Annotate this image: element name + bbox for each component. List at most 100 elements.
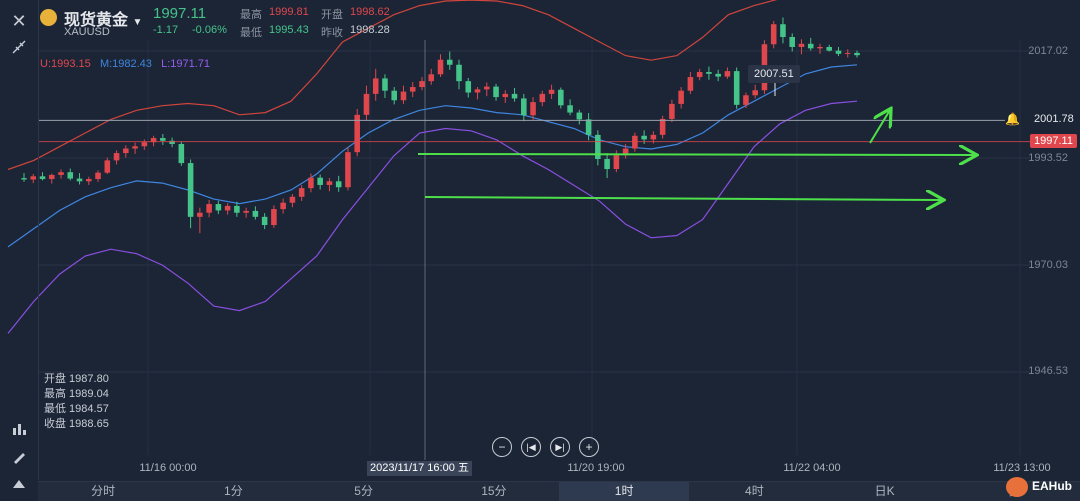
candle-body bbox=[780, 24, 786, 37]
alert-price-tag: 2001.78 bbox=[1030, 112, 1078, 126]
candle-body bbox=[789, 36, 795, 47]
candle-body bbox=[641, 135, 647, 140]
candle-body bbox=[706, 72, 712, 74]
candle-body bbox=[400, 91, 407, 101]
tab-timeframe[interactable]: 日K bbox=[874, 484, 895, 498]
candle-body bbox=[669, 103, 675, 119]
candle-body bbox=[409, 87, 416, 92]
candle-body bbox=[502, 93, 509, 98]
candle-body bbox=[678, 90, 684, 104]
symbol-header: 现货黄金 ▼ XAUUSD 1997.11 -1.17 -0.06% 最高 19… bbox=[40, 4, 460, 44]
zoom-in-button[interactable]: + bbox=[579, 437, 599, 457]
candle-body bbox=[733, 71, 740, 105]
candle-body bbox=[243, 210, 249, 213]
dropdown-arrow-icon: ▼ bbox=[132, 17, 143, 28]
candle-body bbox=[854, 52, 860, 56]
candle-body bbox=[687, 77, 694, 91]
candle-body bbox=[724, 71, 731, 77]
indicator-button[interactable] bbox=[6, 416, 32, 442]
up-arrow bbox=[869, 110, 890, 144]
tab-timeframe[interactable]: 15分 bbox=[481, 484, 507, 498]
candle-body bbox=[659, 118, 666, 135]
high-value: 1999.81 bbox=[269, 6, 309, 18]
candle-body bbox=[141, 142, 148, 147]
tab-timeframe[interactable]: 5分 bbox=[354, 484, 373, 498]
close-icon: ✕ bbox=[11, 10, 27, 31]
x-tick-label: 11/22 04:00 bbox=[783, 462, 841, 474]
candle-body bbox=[30, 176, 37, 180]
support-line bbox=[424, 197, 942, 200]
candle-body bbox=[521, 98, 527, 116]
candle-body bbox=[715, 73, 721, 77]
candle-body bbox=[632, 135, 638, 149]
candle-body bbox=[261, 216, 268, 226]
candle-body bbox=[576, 112, 583, 120]
close-button[interactable]: ✕ bbox=[6, 8, 32, 34]
gold-icon bbox=[40, 9, 57, 26]
zoom-in-icon: + bbox=[585, 440, 593, 454]
open-label: 开盘 bbox=[321, 9, 343, 21]
candle-body bbox=[484, 86, 490, 90]
candle-body bbox=[308, 177, 314, 189]
candle-body bbox=[197, 212, 203, 217]
candle-body bbox=[419, 81, 425, 88]
bollinger-legend: U:1993.15 M:1982.43 L:1971.71 bbox=[40, 58, 210, 70]
candle-body bbox=[428, 74, 435, 82]
tab-timeframe-active[interactable]: 1时 bbox=[559, 482, 690, 501]
candle-body bbox=[113, 153, 120, 161]
candle-body bbox=[39, 176, 46, 180]
symbol-name: 现货黄金 bbox=[64, 12, 129, 29]
layout-button[interactable] bbox=[6, 473, 32, 493]
drawing-tool-button[interactable] bbox=[6, 34, 32, 60]
candle-body bbox=[817, 46, 823, 49]
y-tick-label: 2017.02 bbox=[1028, 45, 1068, 57]
price-change-pct: -0.06% bbox=[192, 24, 227, 36]
symbol-selector[interactable]: 现货黄金 ▼ bbox=[64, 6, 142, 30]
candle-body bbox=[21, 178, 27, 180]
high-label: 最高 bbox=[240, 9, 262, 21]
candle-body bbox=[215, 204, 222, 211]
candle-body bbox=[363, 93, 370, 115]
drawing-tool-icon bbox=[12, 40, 26, 54]
prev-button[interactable]: |◀ bbox=[521, 437, 541, 457]
symbol-code: XAUUSD bbox=[64, 26, 110, 38]
watermark-logo bbox=[1006, 477, 1028, 497]
candle-body bbox=[622, 148, 629, 156]
boll-upper: U:1993.15 bbox=[40, 58, 91, 70]
resistance-line bbox=[417, 154, 975, 155]
candle-body bbox=[86, 179, 92, 182]
candle-body bbox=[187, 163, 194, 217]
candle-body bbox=[446, 59, 453, 65]
candle-body bbox=[252, 210, 259, 217]
x-tick-label: 11/23 13:00 bbox=[993, 462, 1051, 474]
zoom-out-button[interactable]: − bbox=[492, 437, 512, 457]
tab-timeframe[interactable]: 分时 bbox=[91, 484, 116, 498]
prev-icon: |◀ bbox=[526, 441, 536, 452]
candle-body bbox=[326, 181, 333, 185]
candle-body bbox=[558, 89, 564, 106]
candle-body bbox=[530, 102, 536, 116]
candle-body bbox=[826, 46, 833, 51]
candle-body bbox=[567, 105, 573, 113]
bollinger-m-line bbox=[7, 64, 858, 248]
ohlc-low: 最低 1984.57 bbox=[44, 403, 109, 415]
timeframe-tabs: 分时 1分 5分 15分 1时 4时 日K 更 bbox=[38, 481, 1080, 501]
candle-body bbox=[160, 138, 166, 141]
tab-timeframe[interactable]: 4时 bbox=[745, 484, 764, 498]
candle-body bbox=[539, 93, 546, 103]
peak-label: 2007.51 bbox=[748, 65, 800, 83]
candle-body bbox=[595, 134, 601, 160]
x-tick-label: 11/20 19:00 bbox=[567, 462, 625, 474]
candle-body bbox=[391, 90, 397, 101]
ohlc-open: 开盘 1987.80 bbox=[44, 373, 109, 385]
candle-body bbox=[752, 90, 758, 96]
candle-body bbox=[474, 89, 481, 93]
boll-middle: M:1982.43 bbox=[99, 58, 152, 70]
next-button[interactable]: ▶| bbox=[550, 437, 570, 457]
tab-timeframe[interactable]: 1分 bbox=[224, 484, 243, 498]
pen-button[interactable] bbox=[6, 444, 32, 470]
bell-icon[interactable]: 🔔 bbox=[1005, 112, 1020, 126]
y-tick-label: 1946.53 bbox=[1028, 365, 1068, 377]
candle-body bbox=[770, 24, 777, 45]
